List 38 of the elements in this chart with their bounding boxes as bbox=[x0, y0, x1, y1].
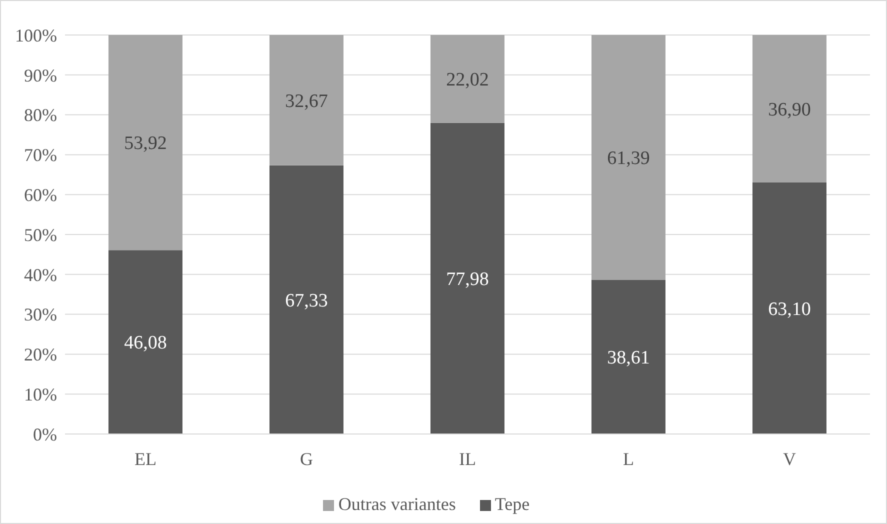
y-tick-label: 0% bbox=[33, 424, 57, 444]
x-tick-label: IL bbox=[459, 448, 476, 469]
bar bbox=[430, 122, 504, 434]
y-tick-label: 80% bbox=[24, 105, 57, 126]
data-label: 63,10 bbox=[768, 298, 811, 320]
data-label: 53,92 bbox=[124, 133, 167, 154]
y-tick-label: 20% bbox=[24, 344, 57, 365]
data-label: 22,02 bbox=[446, 70, 489, 91]
legend-label: Tepe bbox=[494, 494, 530, 514]
y-tick-label: 30% bbox=[24, 304, 57, 325]
bar bbox=[752, 182, 826, 434]
y-tick-label: 90% bbox=[24, 65, 57, 86]
bar bbox=[430, 35, 504, 123]
bar bbox=[269, 165, 344, 434]
data-label: 46,08 bbox=[124, 332, 167, 354]
data-label: 77,98 bbox=[446, 269, 489, 290]
y-tick-label: 100% bbox=[15, 25, 57, 46]
y-tick-label: 70% bbox=[24, 145, 57, 166]
legend-label: Outras variantes bbox=[338, 494, 456, 514]
bar bbox=[108, 250, 182, 434]
data-label: 67,33 bbox=[285, 290, 328, 312]
bar bbox=[752, 35, 826, 182]
y-tick-label: 40% bbox=[24, 264, 57, 285]
x-tick-label: V bbox=[783, 448, 796, 469]
data-label: 36,90 bbox=[768, 99, 811, 120]
bar bbox=[269, 35, 344, 166]
x-tick-label: G bbox=[300, 448, 313, 469]
bar bbox=[591, 35, 666, 280]
data-label: 32,67 bbox=[285, 90, 328, 112]
bar bbox=[591, 280, 666, 434]
bar bbox=[108, 35, 182, 250]
y-tick-label: 50% bbox=[24, 224, 57, 245]
x-tick-label: EL bbox=[134, 448, 156, 469]
data-label: 38,61 bbox=[607, 348, 650, 369]
y-tick-label: 60% bbox=[24, 184, 57, 205]
x-tick-label: L bbox=[623, 448, 634, 469]
data-label: 61,39 bbox=[607, 148, 650, 170]
y-tick-label: 10% bbox=[24, 384, 57, 404]
